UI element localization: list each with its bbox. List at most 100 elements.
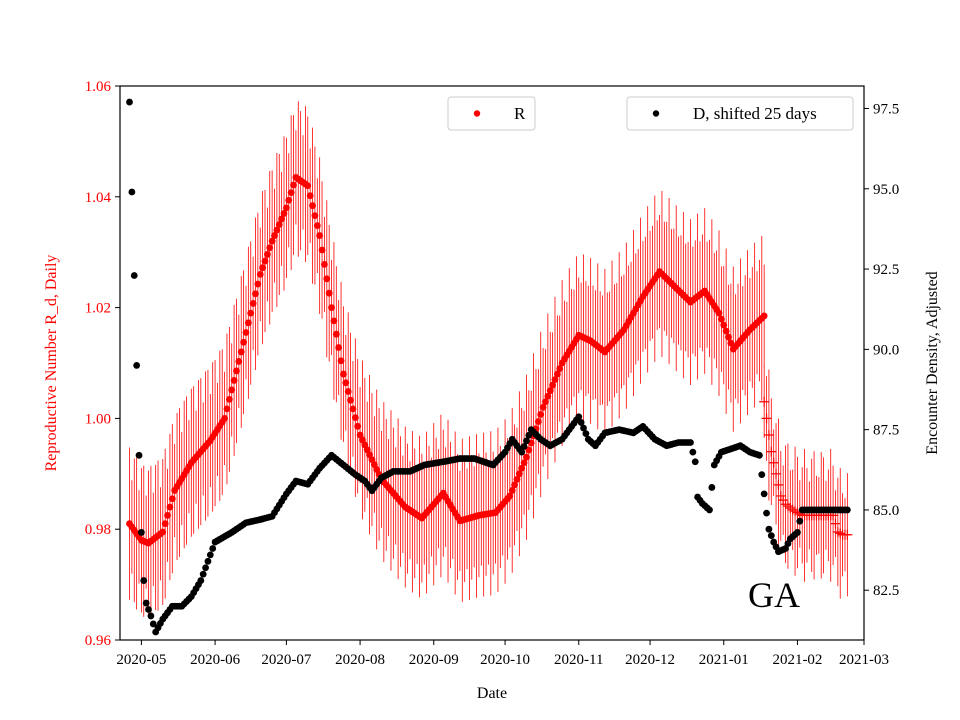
r-point-251 [722, 327, 730, 335]
d-point-6 [140, 577, 148, 584]
plot-frame [119, 85, 865, 641]
r-point-59 [266, 244, 274, 252]
r-point-16 [164, 511, 171, 519]
r-point-40 [221, 415, 228, 422]
d-point-34 [206, 551, 214, 559]
r-tail-point-1 [761, 413, 772, 424]
r-point-83 [323, 275, 331, 283]
d-point-35 [209, 545, 217, 552]
r-point-164 [515, 470, 523, 478]
x-tick-label-6: 2020-11 [554, 652, 603, 668]
y-left-tick-label-4: 1.04 [85, 190, 112, 206]
d-point-238 [691, 458, 699, 466]
x-tick-label-1: 2020-06 [190, 652, 240, 668]
r-point-41 [223, 405, 231, 413]
r-point-46 [235, 358, 243, 365]
d-point-244 [706, 506, 713, 514]
y-right-tick-label-3: 90.0 [873, 342, 899, 358]
r-point-93 [347, 396, 354, 404]
d-point-1 [128, 188, 136, 196]
d-point-270 [767, 532, 775, 540]
r-tail-point-6 [773, 479, 784, 490]
legend-r-marker [473, 110, 481, 117]
y-right-tick-label-2: 87.5 [873, 423, 899, 439]
r-point-162 [511, 481, 518, 489]
r-point-53 [252, 290, 259, 298]
r-point-42 [225, 396, 233, 403]
r-point-76 [306, 192, 314, 200]
x-tick-label-3: 2020-08 [335, 652, 385, 668]
r-point-66 [282, 204, 290, 212]
r-point-87 [332, 330, 340, 338]
d-point-268 [763, 509, 770, 517]
x-axis: 2020-05 2020-06 2020-07 2020-08 2020-09 2020-… [116, 640, 889, 668]
r-point-80 [316, 232, 324, 239]
d-point-267 [760, 490, 768, 498]
r-point-79 [313, 222, 321, 230]
d-point-266 [758, 471, 766, 479]
d-point-165 [518, 448, 526, 456]
r-point-61 [271, 232, 278, 239]
r-point-168 [525, 446, 533, 454]
r-point-78 [311, 212, 319, 220]
r-point-43 [228, 386, 236, 394]
d-point-168 [525, 431, 533, 439]
r-point-90 [340, 370, 347, 378]
y-left-tick-label-5: 1.06 [85, 79, 112, 95]
x-tick-label-8: 2021-01 [699, 652, 749, 668]
r-tail-point-32 [835, 528, 846, 539]
r-point-67 [285, 196, 293, 204]
r-point-163 [513, 475, 521, 483]
r-point-176 [544, 392, 552, 400]
r-tail-point-0 [759, 396, 770, 407]
r-point-161 [508, 487, 516, 494]
r-point-167 [523, 453, 530, 461]
d-point-191 [580, 424, 587, 432]
r-point-57 [261, 257, 269, 265]
r-point-94 [349, 405, 357, 413]
legend-r-label: R [514, 104, 526, 123]
r-point-77 [309, 202, 316, 210]
r-point-69 [290, 181, 297, 189]
y-right-tick-label-5: 95.0 [873, 182, 899, 198]
r-point-52 [249, 300, 257, 307]
r-point-58 [263, 251, 271, 258]
y-left-tick-label-1: 0.98 [85, 522, 111, 538]
r-point-165 [518, 464, 526, 472]
r-point-92 [344, 388, 352, 395]
x-tick-label-4: 2020-09 [409, 652, 459, 668]
legend-r: R [447, 96, 536, 131]
y-axis-left: 0.96 0.98 1.00 1.02 1.04 1.06 [85, 79, 120, 649]
r-point-48 [240, 338, 248, 346]
r-point-88 [335, 344, 343, 351]
legend-d-box [626, 96, 854, 131]
d-point-33 [204, 557, 212, 565]
r-point-86 [330, 317, 338, 325]
r-point-82 [321, 260, 328, 268]
r-point-44 [230, 377, 238, 384]
d-point-281 [794, 529, 801, 536]
r-tail-point-8 [778, 495, 789, 506]
d-point-237 [689, 448, 697, 456]
d-point-0 [126, 98, 133, 106]
y-right-tick-label-6: 97.5 [873, 101, 899, 117]
r-point-179 [551, 376, 559, 384]
r-point-55 [256, 270, 264, 278]
x-axis-label: Date [477, 685, 507, 702]
d-point-236 [687, 439, 694, 446]
d-point-265 [756, 451, 763, 459]
d-point-5 [137, 529, 145, 536]
y-axis-right: 82.5 85.0 87.5 90.0 92.5 95.0 97.5 [864, 101, 899, 599]
r-point-175 [542, 398, 549, 406]
y-left-tick-label-0: 0.96 [85, 633, 112, 649]
x-tick-label-7: 2020-12 [625, 652, 675, 668]
d-point-10 [149, 620, 157, 628]
r-point-160 [506, 492, 514, 500]
r-point-54 [254, 280, 262, 288]
r-point-50 [244, 319, 252, 327]
r-point-95 [351, 414, 359, 422]
r-point-250 [720, 321, 728, 329]
d-point-190 [577, 419, 585, 426]
r-point-178 [549, 381, 557, 389]
